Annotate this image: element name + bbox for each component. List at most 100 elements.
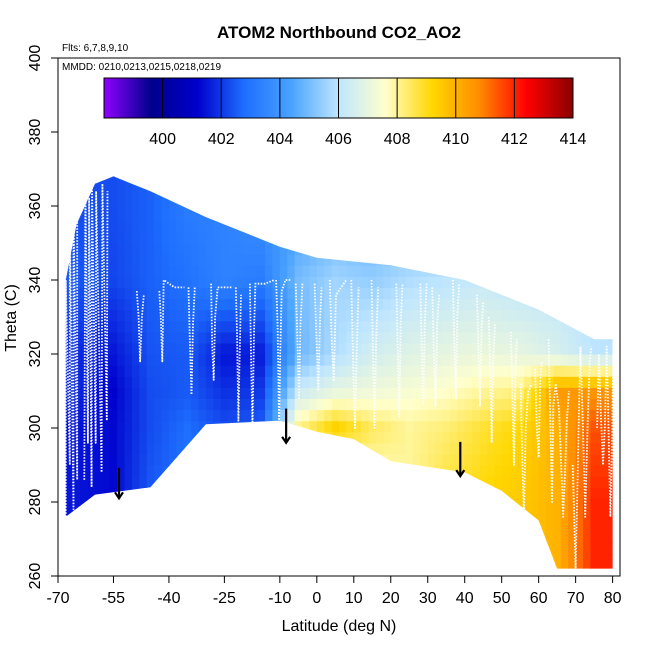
heatmap-cell bbox=[412, 409, 421, 422]
heatmap-cell bbox=[242, 309, 251, 322]
heatmap-cell bbox=[287, 298, 296, 311]
heatmap-cell bbox=[568, 564, 577, 569]
heatmap-cell bbox=[464, 409, 473, 422]
heatmap-cell bbox=[183, 298, 192, 311]
heatmap-cell bbox=[538, 398, 547, 411]
x-axis: -70 -55 -40 -25 -10 0 10 20 30 40 50 60 70 80 bbox=[46, 575, 622, 607]
heatmap-cell bbox=[523, 420, 532, 433]
heatmap-cell bbox=[361, 342, 370, 355]
heatmap-cell bbox=[250, 376, 259, 388]
heatmap-cell bbox=[242, 387, 251, 399]
heatmap-cell bbox=[590, 564, 599, 569]
heatmap-cell bbox=[117, 276, 126, 288]
heatmap-cell bbox=[65, 487, 74, 499]
heatmap-cell bbox=[205, 298, 214, 311]
heatmap-cell bbox=[72, 487, 81, 499]
heatmap-cell bbox=[324, 409, 333, 422]
heatmap-cell bbox=[605, 398, 613, 411]
heatmap-cell bbox=[102, 187, 111, 200]
heatmap-cell bbox=[124, 387, 133, 399]
heatmap-cell bbox=[154, 342, 163, 355]
heatmap-cell bbox=[405, 309, 414, 322]
heatmap-cell bbox=[205, 276, 214, 288]
heatmap-cell bbox=[65, 365, 74, 377]
heatmap-cell bbox=[383, 387, 392, 399]
x-tick-label: -10 bbox=[268, 590, 291, 607]
heatmap-cell bbox=[575, 331, 584, 344]
heatmap-cell bbox=[368, 376, 377, 388]
heatmap-cell bbox=[176, 298, 185, 311]
y-tick-label: 300 bbox=[27, 415, 44, 442]
heatmap-cell bbox=[501, 309, 510, 322]
heatmap-cell bbox=[398, 398, 407, 411]
heatmap-cell bbox=[294, 276, 303, 288]
heatmap-cell bbox=[560, 365, 569, 377]
heatmap-cell bbox=[302, 309, 311, 322]
heatmap-cell bbox=[383, 365, 392, 377]
heatmap-cell bbox=[442, 442, 451, 455]
heatmap-cell bbox=[139, 320, 148, 333]
heatmap-cell bbox=[235, 298, 244, 311]
heatmap-cell bbox=[139, 365, 148, 377]
heatmap-cell bbox=[146, 254, 155, 266]
heatmap-cell bbox=[65, 287, 74, 300]
heatmap-cell bbox=[309, 254, 318, 266]
heatmap-cell bbox=[176, 420, 185, 433]
heatmap-cell bbox=[531, 509, 540, 522]
heatmap-cell bbox=[124, 476, 133, 488]
heatmap-cell bbox=[390, 320, 399, 333]
heatmap-cell bbox=[146, 365, 155, 377]
heatmap-cell bbox=[538, 498, 547, 510]
heatmap-cell bbox=[523, 442, 532, 455]
heatmap-cell bbox=[546, 531, 555, 544]
heatmap-cell bbox=[316, 298, 325, 311]
heatmap-cell bbox=[383, 331, 392, 344]
heatmap-cell bbox=[346, 409, 355, 422]
heatmap-cell bbox=[605, 420, 613, 433]
heatmap-cell bbox=[412, 376, 421, 388]
heatmap-cell bbox=[486, 476, 495, 488]
heatmap-cell bbox=[590, 354, 599, 366]
heatmap-cell bbox=[553, 531, 562, 544]
heatmap-cell bbox=[183, 265, 192, 277]
heatmap-cell bbox=[80, 453, 89, 466]
heatmap-cell bbox=[139, 431, 148, 444]
heatmap-cell bbox=[331, 254, 340, 266]
heatmap-cell bbox=[124, 209, 133, 222]
y-tick-label: 360 bbox=[27, 193, 44, 220]
heatmap-cell bbox=[139, 254, 148, 266]
heatmap-cell bbox=[538, 376, 547, 388]
heatmap-cell bbox=[124, 287, 133, 300]
heatmap-cell bbox=[80, 276, 89, 288]
heatmap-cell bbox=[501, 376, 510, 388]
heatmap-cell bbox=[309, 354, 318, 366]
heatmap-cell bbox=[538, 320, 547, 333]
heatmap-cell bbox=[102, 309, 111, 322]
heatmap-cell bbox=[161, 243, 170, 255]
heatmap-cell bbox=[242, 265, 251, 277]
heatmap-cell bbox=[102, 265, 111, 277]
heatmap-cell bbox=[220, 231, 229, 244]
flight-track bbox=[534, 361, 543, 459]
heatmap-cell bbox=[583, 342, 592, 355]
heatmap-cell bbox=[531, 420, 540, 433]
heatmap-cell bbox=[235, 231, 244, 244]
heatmap-cell bbox=[220, 320, 229, 333]
heatmap-cell bbox=[94, 331, 103, 344]
heatmap-cell bbox=[546, 331, 555, 344]
heatmap-cell bbox=[442, 342, 451, 355]
heatmap-cell bbox=[442, 387, 451, 399]
heatmap-cell bbox=[117, 331, 126, 344]
heatmap-cell bbox=[464, 276, 473, 288]
heatmap-cell bbox=[316, 387, 325, 399]
heatmap-cell bbox=[375, 387, 384, 399]
heatmap-cell bbox=[102, 342, 111, 355]
heatmap-cell bbox=[501, 476, 510, 488]
heatmap-cell bbox=[176, 209, 185, 222]
heatmap-cell bbox=[220, 298, 229, 311]
heatmap-cell bbox=[568, 453, 577, 466]
heatmap-cell bbox=[375, 265, 384, 277]
heatmap-cell bbox=[168, 220, 177, 233]
heatmap-cell bbox=[546, 487, 555, 499]
colorbar-tick-label: 406 bbox=[325, 131, 352, 148]
